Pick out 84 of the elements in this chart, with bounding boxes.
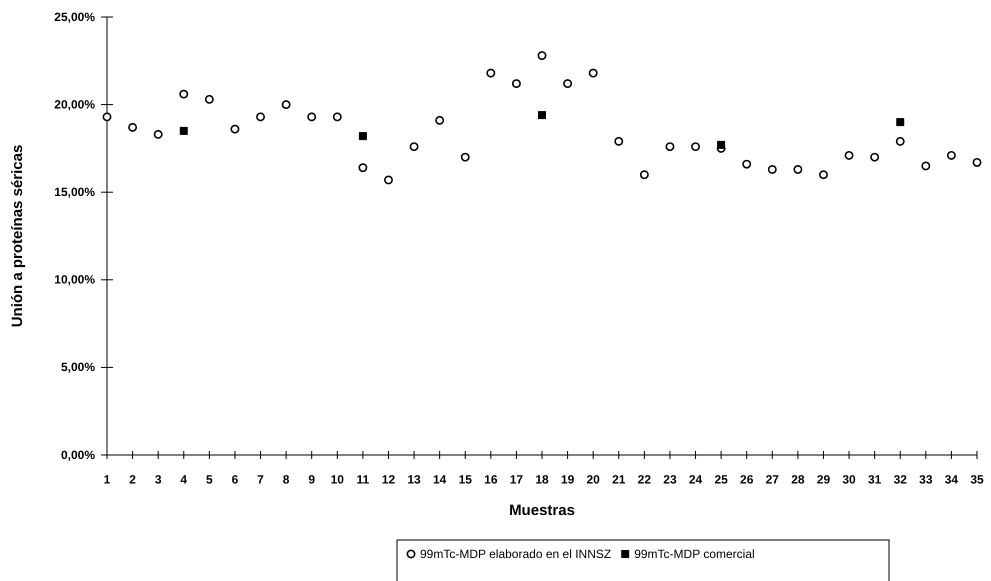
point [435, 116, 444, 125]
y-tick-label: 20,00% [54, 97, 96, 112]
point [154, 130, 163, 139]
point [896, 118, 904, 126]
point [717, 140, 726, 149]
point [332, 112, 342, 122]
x-tick-label: 8 [282, 472, 290, 487]
x-tick-label: 3 [154, 472, 162, 487]
x-tick-label: 1 [104, 472, 111, 487]
x-tick-label: 30 [842, 472, 856, 487]
x-tick-label: 5 [206, 472, 214, 487]
point [282, 100, 291, 110]
y-tick-label: 10,00% [54, 272, 96, 287]
point [460, 152, 470, 162]
x-tick-label: 6 [232, 472, 239, 487]
x-tick-label: 28 [791, 472, 805, 487]
x-tick-label: 7 [257, 472, 264, 487]
x-tick-label: 18 [535, 472, 549, 487]
x-tick-label: 25 [714, 472, 728, 487]
y-tick-label: 0,00% [60, 448, 96, 462]
point [256, 112, 265, 122]
point [358, 132, 367, 140]
x-tick-label: 34 [944, 472, 958, 487]
point [486, 68, 496, 78]
point [128, 122, 138, 132]
x-tick-label: 13 [407, 472, 422, 487]
x-tick-label: 11 [356, 472, 370, 487]
x-tick-label: 31 [868, 472, 882, 487]
point [230, 124, 240, 134]
point [307, 112, 316, 122]
point [640, 170, 649, 180]
x-tick-label: 4 [180, 472, 188, 487]
x-tick-label: 14 [432, 472, 447, 487]
point [614, 136, 624, 146]
x-tick-label: 10 [330, 472, 344, 487]
point [512, 79, 521, 88]
point [921, 161, 930, 170]
point [972, 158, 982, 167]
point [896, 136, 905, 146]
point [870, 152, 880, 162]
x-tick-label: 22 [638, 472, 652, 487]
point [768, 164, 777, 174]
point [946, 150, 956, 160]
point [588, 68, 598, 78]
y-tick-label: 5,00% [60, 360, 96, 374]
y-tick-label: 25,00% [54, 10, 96, 24]
x-tick-label: 12 [382, 472, 396, 487]
point [538, 111, 546, 120]
point [179, 90, 188, 99]
point [538, 51, 546, 60]
legend-label: 99mTc-MDP elaborado en el INNSZ [420, 547, 612, 561]
x-tick-label: 23 [663, 472, 677, 487]
x-tick-label: 20 [586, 472, 600, 487]
point [563, 79, 572, 88]
x-tick-label: 27 [766, 472, 780, 487]
x-tick-label: 33 [919, 472, 933, 487]
x-tick-label: 26 [740, 472, 754, 487]
point [691, 142, 700, 152]
point [102, 112, 112, 122]
point [793, 164, 802, 174]
x-tick-label: 17 [510, 472, 524, 487]
point [742, 160, 752, 169]
x-tick-label: 19 [560, 472, 575, 487]
x-tick-label: 32 [894, 472, 908, 487]
y-axis-title: Unión a proteínas séricas [9, 144, 26, 328]
x-tick-label: 24 [688, 472, 703, 487]
x-tick-label: 21 [612, 472, 626, 487]
x-tick-label: 35 [970, 472, 984, 487]
point [358, 163, 368, 172]
point [819, 170, 828, 180]
x-tick-label: 16 [484, 472, 498, 487]
x-axis-title: Muestras [509, 502, 575, 519]
x-tick-label: 9 [308, 472, 316, 487]
point [180, 126, 188, 135]
x-tick-label: 15 [458, 472, 472, 487]
point [410, 142, 419, 152]
point [665, 142, 674, 152]
legend-label: 99mTc-MDP comercial [634, 547, 755, 561]
y-tick-label: 15,00% [54, 185, 96, 200]
x-tick-label: 29 [816, 472, 830, 487]
point [844, 150, 854, 160]
point [384, 175, 393, 184]
x-tick-label: 2 [129, 472, 136, 487]
point [204, 94, 214, 104]
